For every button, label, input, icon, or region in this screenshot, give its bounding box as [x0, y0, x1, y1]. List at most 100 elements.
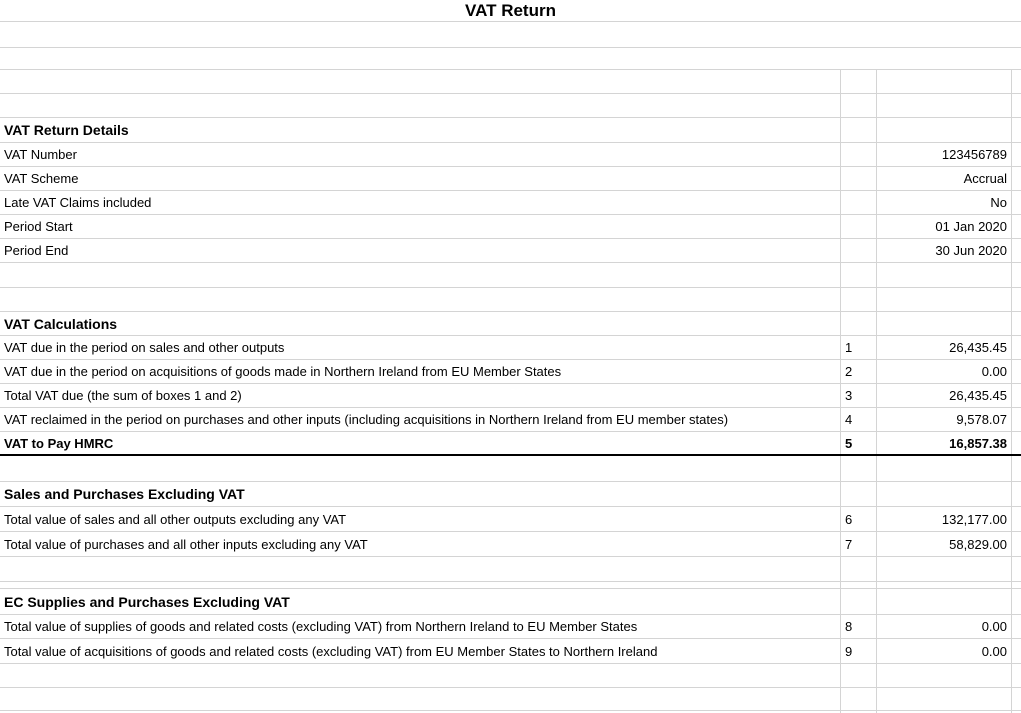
empty-cell[interactable] [876, 288, 1011, 311]
row-label[interactable]: Total value of supplies of goods and rel… [4, 619, 638, 634]
value-cell[interactable]: 132,177.00 [876, 507, 1011, 531]
empty-cell[interactable] [876, 94, 1011, 117]
section-heading-vat-calculations[interactable]: VAT Calculations [4, 315, 118, 332]
empty-cell[interactable] [0, 94, 840, 117]
empty-cell[interactable] [840, 94, 876, 117]
box-number-cell[interactable] [840, 143, 876, 166]
value-cell[interactable]: 30 Jun 2020 [876, 239, 1011, 262]
value-cell[interactable]: No [876, 191, 1011, 214]
box-number-cell[interactable]: 4 [840, 408, 876, 431]
empty-cell[interactable] [840, 582, 876, 588]
value-cell[interactable]: 123456789 [876, 143, 1011, 166]
row-label[interactable]: VAT to Pay HMRC [4, 435, 114, 451]
empty-cell[interactable] [0, 664, 840, 687]
margin-cell [1011, 664, 1021, 687]
margin-cell [1011, 688, 1021, 710]
margin-cell [1011, 263, 1021, 287]
box-row: Total value of supplies of goods and rel… [0, 615, 1021, 639]
section-heading-ec-supplies[interactable]: EC Supplies and Purchases Excluding VAT [4, 593, 290, 610]
empty-cell[interactable] [840, 557, 876, 581]
empty-cell[interactable] [876, 688, 1011, 710]
box-row: Total value of sales and all other outpu… [0, 507, 1021, 532]
row-label[interactable]: Total value of acquisitions of goods and… [4, 643, 658, 659]
empty-cell[interactable] [0, 48, 1021, 69]
margin-cell [1011, 532, 1021, 556]
margin-cell [1011, 456, 1021, 481]
box-number-cell[interactable] [840, 167, 876, 190]
row-label[interactable]: Total value of purchases and all other i… [4, 536, 368, 552]
box-number-cell[interactable]: 1 [840, 336, 876, 359]
empty-cell[interactable] [876, 263, 1011, 287]
row-label[interactable]: VAT reclaimed in the period on purchases… [4, 412, 729, 427]
empty-cell[interactable] [840, 456, 876, 481]
value-cell[interactable]: 58,829.00 [876, 532, 1011, 556]
empty-cell[interactable] [876, 456, 1011, 481]
row-label[interactable]: Period Start [4, 219, 73, 234]
empty-cell[interactable] [840, 482, 876, 506]
empty-cell[interactable] [876, 70, 1011, 93]
margin-cell [1011, 384, 1021, 407]
box-number-cell[interactable]: 7 [840, 532, 876, 556]
empty-cell[interactable] [840, 312, 876, 335]
box-number-cell[interactable]: 6 [840, 507, 876, 531]
section-heading-row: Sales and Purchases Excluding VAT [0, 482, 1021, 507]
box-number-cell[interactable]: 8 [840, 615, 876, 638]
margin-cell [1011, 432, 1021, 454]
value-cell[interactable]: 26,435.45 [876, 384, 1011, 407]
empty-cell[interactable] [0, 688, 840, 710]
section-heading-vat-return-details[interactable]: VAT Return Details [4, 122, 129, 138]
value-cell[interactable]: 0.00 [876, 360, 1011, 383]
empty-cell[interactable] [876, 482, 1011, 506]
empty-cell[interactable] [840, 118, 876, 142]
empty-cell[interactable] [840, 263, 876, 287]
row-label[interactable]: Period End [4, 243, 69, 258]
box-number-cell[interactable] [840, 191, 876, 214]
empty-cell[interactable] [0, 288, 840, 311]
empty-cell[interactable] [0, 582, 840, 588]
empty-cell[interactable] [840, 288, 876, 311]
value-cell[interactable]: 16,857.38 [876, 432, 1011, 454]
value-cell[interactable]: 9,578.07 [876, 408, 1011, 431]
page-title[interactable]: VAT Return [465, 0, 556, 20]
empty-cell[interactable] [840, 589, 876, 614]
empty-cell[interactable] [876, 589, 1011, 614]
row-label[interactable]: VAT due in the period on sales and other… [4, 340, 285, 355]
empty-cell[interactable] [876, 312, 1011, 335]
margin-cell [1011, 615, 1021, 638]
empty-cell[interactable] [876, 557, 1011, 581]
box-number-cell[interactable]: 2 [840, 360, 876, 383]
empty-cell[interactable] [840, 664, 876, 687]
empty-cell[interactable] [0, 70, 840, 93]
value-cell[interactable]: 26,435.45 [876, 336, 1011, 359]
margin-cell [1011, 143, 1021, 166]
row-label[interactable]: Total value of sales and all other outpu… [4, 511, 347, 527]
row-label[interactable]: VAT due in the period on acquisitions of… [4, 364, 562, 379]
empty-cell[interactable] [0, 22, 1021, 47]
box-number-cell[interactable]: 9 [840, 639, 876, 663]
value-cell[interactable]: 01 Jan 2020 [876, 215, 1011, 238]
value-cell[interactable]: 0.00 [876, 639, 1011, 663]
box-row: Total value of acquisitions of goods and… [0, 639, 1021, 664]
value-cell[interactable]: 0.00 [876, 615, 1011, 638]
box-number-cell[interactable] [840, 239, 876, 262]
box-number-cell[interactable] [840, 215, 876, 238]
section-heading-sales-purchases[interactable]: Sales and Purchases Excluding VAT [4, 486, 245, 502]
empty-cell[interactable] [0, 456, 840, 481]
value-cell[interactable]: Accrual [876, 167, 1011, 190]
row-label[interactable]: VAT Number [4, 147, 77, 162]
margin-cell [1011, 239, 1021, 262]
row-label[interactable]: VAT Scheme [4, 171, 79, 186]
row-label[interactable]: Total VAT due (the sum of boxes 1 and 2) [4, 388, 242, 403]
empty-row [0, 664, 1021, 688]
empty-cell[interactable] [840, 688, 876, 710]
box-number-cell[interactable]: 3 [840, 384, 876, 407]
empty-cell[interactable] [876, 118, 1011, 142]
detail-row: Period Start 01 Jan 2020 [0, 215, 1021, 239]
empty-cell[interactable] [840, 70, 876, 93]
empty-cell[interactable] [876, 582, 1011, 588]
box-number-cell[interactable]: 5 [840, 432, 876, 454]
empty-cell[interactable] [0, 557, 840, 581]
empty-cell[interactable] [0, 263, 840, 287]
row-label[interactable]: Late VAT Claims included [4, 195, 152, 210]
empty-cell[interactable] [876, 664, 1011, 687]
